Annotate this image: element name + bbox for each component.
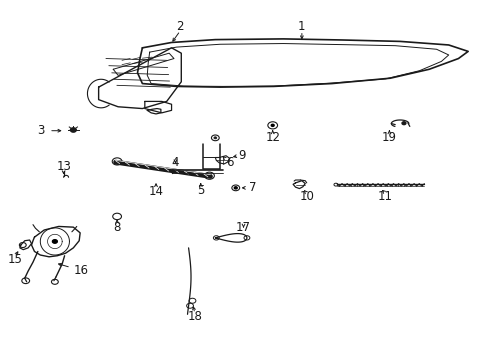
Text: 16: 16 — [73, 264, 88, 276]
Text: 9: 9 — [238, 149, 245, 162]
Text: 19: 19 — [381, 131, 396, 144]
Text: 18: 18 — [187, 310, 202, 323]
Text: 3: 3 — [37, 124, 44, 137]
Text: 7: 7 — [249, 181, 256, 194]
Text: 6: 6 — [225, 156, 233, 169]
Text: 14: 14 — [148, 185, 163, 198]
Text: 10: 10 — [299, 190, 313, 203]
Text: 17: 17 — [236, 221, 250, 234]
Circle shape — [271, 124, 274, 126]
Circle shape — [70, 128, 76, 132]
Text: 8: 8 — [113, 221, 121, 234]
Text: 2: 2 — [176, 20, 183, 33]
Text: 11: 11 — [377, 190, 392, 203]
Text: 12: 12 — [264, 131, 280, 144]
Circle shape — [52, 240, 57, 243]
Circle shape — [213, 137, 216, 139]
Text: 15: 15 — [7, 253, 22, 266]
Text: 5: 5 — [197, 184, 204, 197]
Text: 4: 4 — [171, 156, 179, 169]
Text: 1: 1 — [298, 20, 305, 33]
Text: 13: 13 — [56, 160, 71, 173]
Circle shape — [401, 122, 405, 125]
Circle shape — [234, 187, 237, 189]
